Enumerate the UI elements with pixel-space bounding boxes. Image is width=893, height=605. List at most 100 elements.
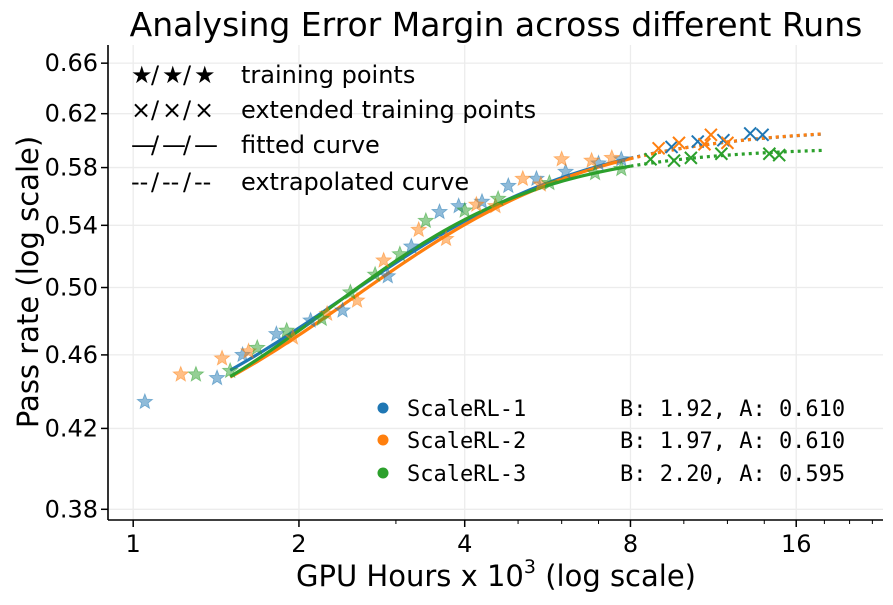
legend-label: training points — [241, 61, 415, 89]
legend-separator: / — [151, 131, 160, 159]
legend-series-params: B: 1.97, A: 0.610 — [620, 429, 845, 454]
legend-symbol: × — [131, 96, 151, 124]
training-point-2 — [348, 291, 366, 308]
extended-point-2 — [720, 136, 735, 150]
legend-series-name: ScaleRL-3 — [407, 462, 526, 487]
extended-point-3 — [643, 152, 658, 166]
training-point-3 — [489, 189, 507, 207]
extended-point-3 — [772, 148, 786, 162]
extended-point-3 — [667, 153, 681, 168]
legend-separator: / — [183, 131, 192, 159]
x-tick-label: 2 — [291, 530, 306, 558]
x-tick-label: 1 — [126, 530, 141, 558]
grid — [108, 45, 883, 520]
legend-symbol: -- — [162, 168, 179, 196]
training-point-2 — [437, 229, 455, 247]
extended-point-1 — [664, 140, 679, 154]
legend-label: extrapolated curve — [241, 168, 469, 196]
legend-symbol: ★ — [162, 61, 184, 89]
legend-separator: / — [151, 168, 160, 196]
x-axis-label: GPU Hours x 103 (log scale) — [296, 556, 696, 593]
legend-symbol: — — [162, 131, 186, 159]
legend-dot-3 — [377, 467, 389, 479]
ticks: 1 2 4 8 16 0.38 0.42 0.46 0.50 0.54 0.58 0.62 0.66 — [45, 49, 873, 558]
y-tick-label: 0.54 — [45, 211, 98, 239]
training-point-3 — [221, 361, 239, 379]
legend-series-params: B: 2.20, A: 0.595 — [620, 462, 845, 487]
training-point-2 — [467, 195, 486, 213]
training-point-3 — [456, 201, 474, 218]
training-point-2 — [514, 169, 532, 187]
legend-symbol: — — [194, 131, 218, 159]
legend-separator: / — [151, 96, 160, 124]
training-point-1 — [333, 301, 352, 318]
legend-series-name: ScaleRL-2 — [407, 429, 526, 454]
legend-separator: / — [183, 168, 192, 196]
y-tick-label: 0.50 — [45, 274, 98, 302]
x-tick-label: 8 — [623, 530, 638, 558]
training-point-3 — [248, 338, 266, 356]
legend-series: ScaleRL-1 B: 1.92, A: 0.610 ScaleRL-2 B: 1.… — [377, 397, 845, 487]
training-point-2 — [552, 150, 571, 167]
legend-markers: ★/★ / ★ training points× / × / × extended traini… — [131, 61, 536, 196]
training-point-2 — [603, 148, 621, 166]
legend-series-params: B: 1.92, A: 0.610 — [620, 397, 845, 422]
training-point-1 — [136, 392, 154, 410]
legend-symbol: -- — [194, 168, 211, 196]
legend-dot-1 — [377, 402, 389, 414]
legend-symbol: — — [131, 131, 155, 159]
x-tick-label: 4 — [457, 530, 472, 558]
extended-point-3 — [714, 147, 729, 161]
training-point-2 — [213, 349, 231, 366]
training-point-3 — [540, 173, 559, 191]
legend-label: extended training points — [241, 96, 536, 124]
points — [136, 126, 786, 410]
legend-separator: / — [183, 61, 192, 89]
training-point-3 — [187, 365, 205, 382]
training-point-3 — [612, 159, 630, 177]
training-point-1 — [208, 368, 226, 386]
y-tick-label: 0.46 — [45, 341, 98, 369]
training-point-2 — [374, 251, 393, 268]
legend-separator: / — [151, 61, 160, 89]
extended-point-1 — [755, 128, 770, 142]
training-point-2 — [582, 151, 601, 169]
training-point-3 — [278, 321, 296, 339]
extended-point-2 — [651, 141, 666, 156]
legend-label: fitted curve — [241, 131, 380, 159]
legend-symbol: × — [162, 96, 182, 124]
training-point-1 — [402, 237, 421, 254]
extended-point-1 — [743, 126, 757, 141]
training-point-1 — [499, 176, 517, 194]
training-point-3 — [366, 265, 384, 283]
y-tick-label: 0.58 — [45, 154, 98, 182]
y-tick-label: 0.42 — [45, 414, 98, 442]
training-point-3 — [313, 309, 331, 327]
y-tick-label: 0.38 — [45, 495, 98, 523]
axes — [107, 45, 883, 521]
training-point-3 — [586, 164, 604, 181]
training-point-1 — [556, 162, 575, 180]
legend-separator: / — [183, 96, 192, 124]
legend-symbol: ★ — [131, 61, 153, 89]
y-tick-label: 0.66 — [45, 49, 98, 77]
training-point-3 — [391, 245, 409, 262]
legend-symbol: × — [194, 96, 214, 124]
extended-point-2 — [704, 128, 718, 142]
training-point-2 — [410, 220, 428, 238]
training-point-1 — [379, 267, 397, 284]
training-point-2 — [284, 328, 302, 345]
training-point-2 — [172, 365, 190, 382]
training-point-3 — [341, 283, 360, 300]
x-tick-label: 16 — [781, 530, 812, 558]
extended-point-2 — [697, 137, 712, 151]
training-point-1 — [267, 324, 286, 342]
legend-symbol: -- — [131, 168, 148, 196]
training-point-3 — [417, 211, 435, 229]
legend-series-name: ScaleRL-1 — [407, 397, 526, 422]
fitted-curve-3 — [229, 164, 631, 378]
chart-title: Analysing Error Margin across different … — [130, 5, 863, 44]
extrapolated-curve-3 — [630, 148, 825, 168]
training-point-1 — [430, 202, 449, 220]
